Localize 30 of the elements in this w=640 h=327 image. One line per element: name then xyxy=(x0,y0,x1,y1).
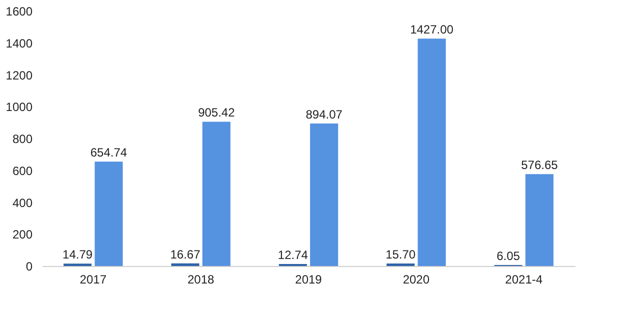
x-tick-label: 2018 xyxy=(187,272,214,286)
x-tick-label: 2019 xyxy=(295,272,322,286)
data-label: 1427.00 xyxy=(410,22,454,37)
data-label: 576.65 xyxy=(521,158,558,172)
y-tick-label: 1200 xyxy=(6,68,33,82)
y-tick-label: 1600 xyxy=(6,4,33,18)
x-tick-label: 2021-4 xyxy=(505,272,543,286)
data-label: 12.74 xyxy=(278,248,308,262)
data-label: 6.05 xyxy=(496,249,520,264)
bar xyxy=(202,122,230,266)
y-tick-label: 800 xyxy=(12,132,33,146)
y-tick-label: 600 xyxy=(12,164,33,178)
bar xyxy=(525,174,554,266)
x-tick-label: 2020 xyxy=(402,272,430,286)
bar xyxy=(171,263,200,266)
y-tick-label: 1000 xyxy=(6,100,33,114)
y-tick-label: 0 xyxy=(26,260,33,274)
bar xyxy=(94,162,123,266)
bar xyxy=(418,38,446,266)
data-label: 16.67 xyxy=(170,247,201,262)
data-label: 654.74 xyxy=(90,146,128,160)
x-tick-label: 2017 xyxy=(80,272,107,286)
data-label: 894.07 xyxy=(306,108,343,122)
data-label: 14.79 xyxy=(62,248,93,262)
data-label: 15.70 xyxy=(386,248,416,262)
y-tick-label: 400 xyxy=(12,196,33,210)
y-tick-label: 1400 xyxy=(6,36,33,50)
data-label: 905.42 xyxy=(198,106,236,120)
y-tick-label: 200 xyxy=(12,228,33,242)
bar xyxy=(310,124,338,266)
